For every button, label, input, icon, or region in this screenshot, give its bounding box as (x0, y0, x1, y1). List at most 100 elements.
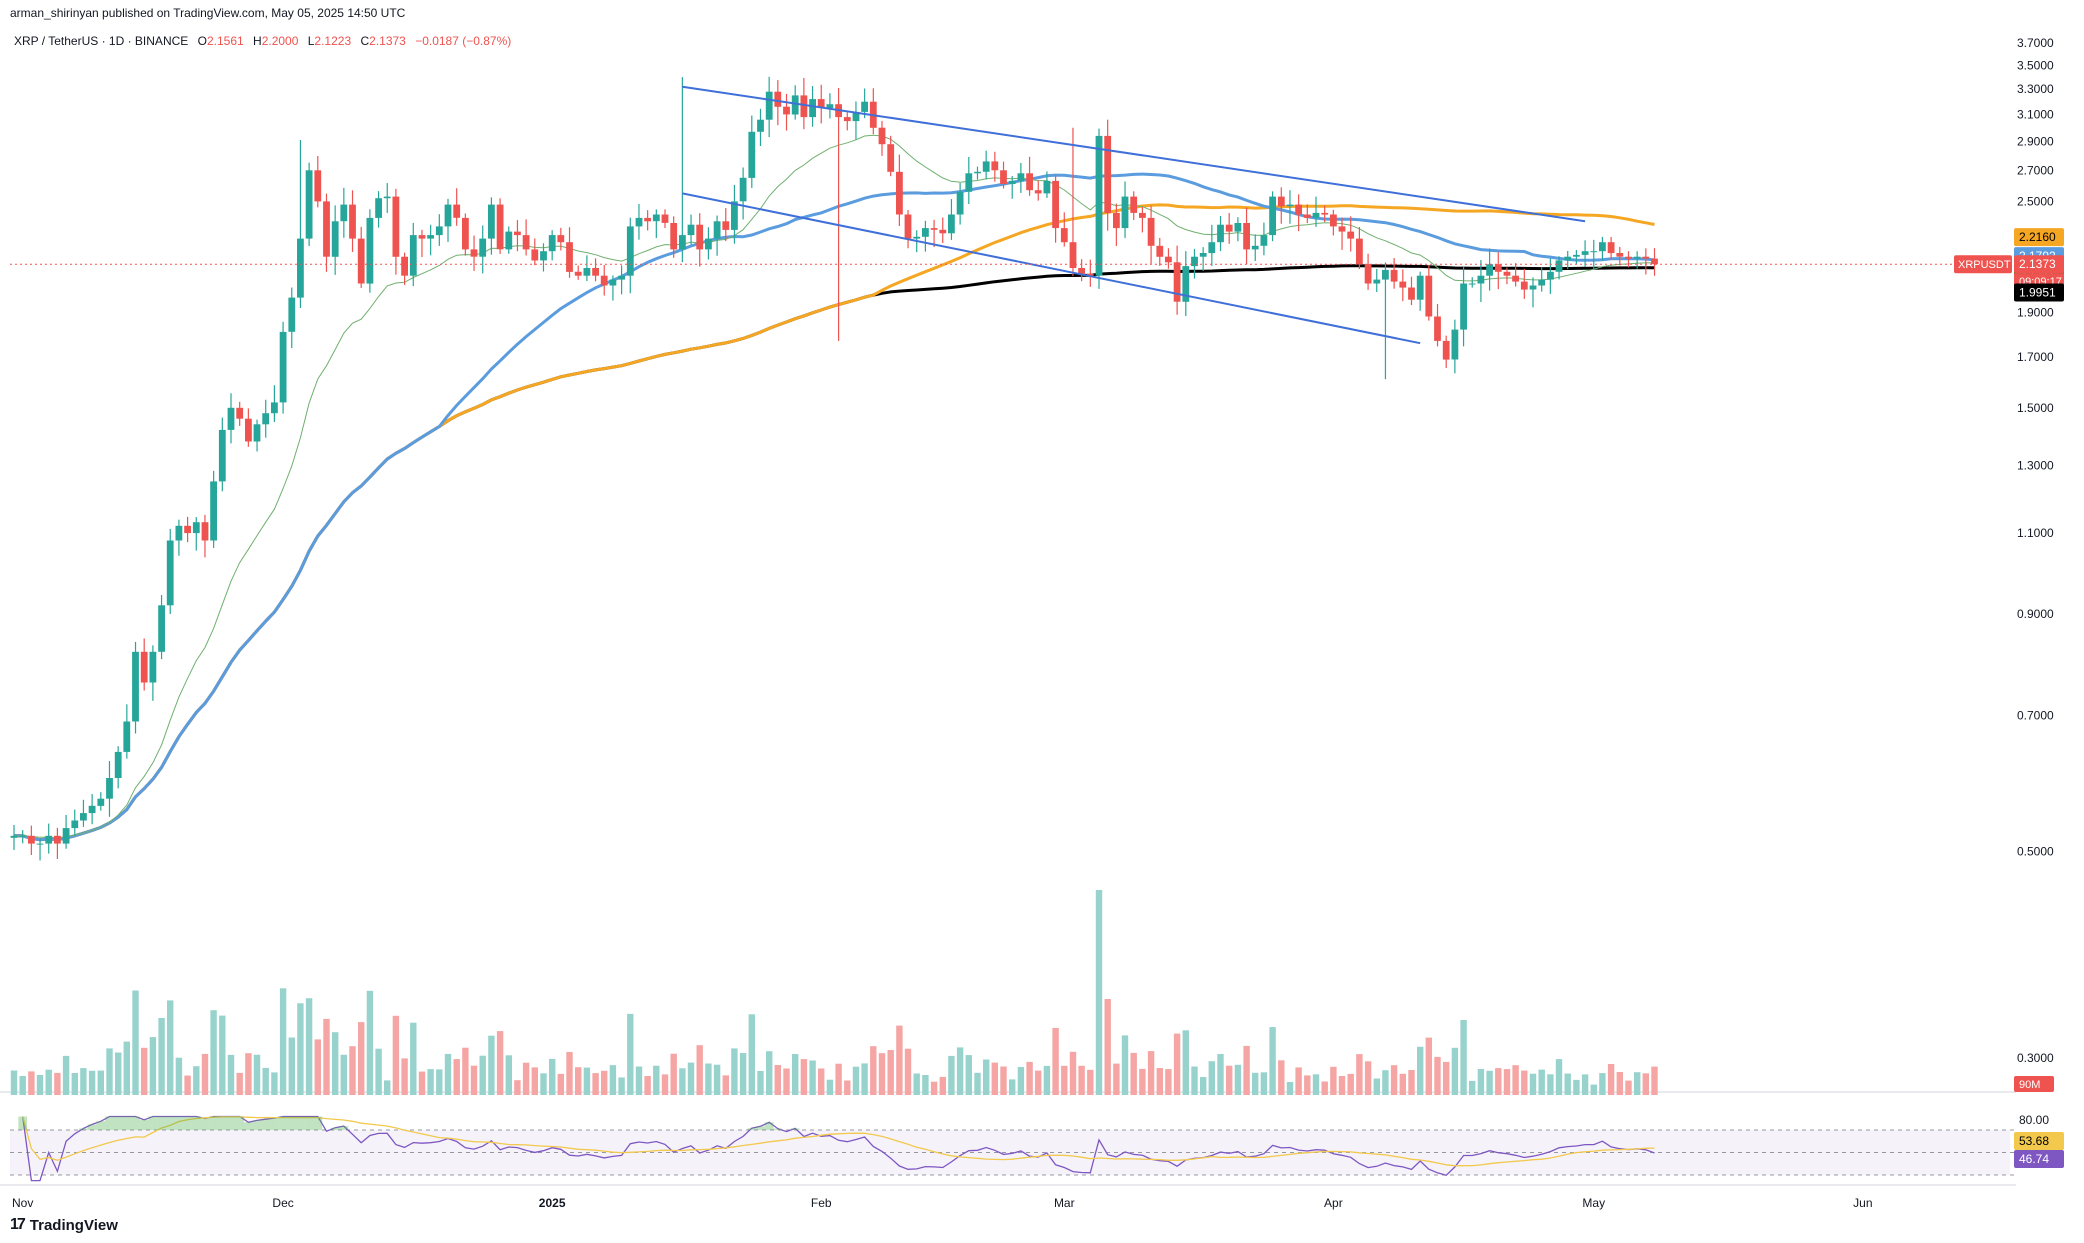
candle-body (218, 429, 226, 482)
y-tick-label: 1.3000 (2017, 459, 2054, 473)
candle-body (331, 221, 339, 257)
candle-body (1442, 340, 1450, 360)
volume-bar (1451, 1047, 1459, 1095)
x-tick-label: Mar (1054, 1196, 1075, 1210)
open-value: 2.1561 (206, 34, 244, 48)
volume-bar (1321, 1081, 1328, 1095)
candle-body (731, 201, 738, 230)
volume-bar (1399, 1073, 1406, 1095)
volume-bar (1607, 1064, 1615, 1095)
volume-bar (1373, 1078, 1380, 1095)
volume-bar (184, 1075, 191, 1095)
volume-bar (227, 1054, 235, 1095)
volume-bar (549, 1058, 556, 1095)
volume-bar (1417, 1046, 1424, 1095)
volume-bar (930, 1081, 938, 1095)
volume-bar (1651, 1066, 1658, 1095)
candle-body (488, 204, 495, 239)
candle-body (1078, 268, 1085, 274)
candle-body (1599, 242, 1606, 252)
volume-bar (1486, 1070, 1493, 1095)
volume-bar (1026, 1061, 1033, 1095)
candle-body (236, 407, 244, 419)
candle-body (635, 217, 643, 227)
candle-body (514, 231, 521, 236)
candle-body (1104, 135, 1112, 213)
volume-bar (1512, 1065, 1519, 1095)
close-value: 2.1373 (369, 34, 406, 48)
candle-body (679, 235, 686, 250)
volume-bar (279, 988, 287, 1095)
volume-bars (10, 890, 1658, 1095)
candle-body (1303, 214, 1311, 218)
volume-bar (818, 1068, 825, 1095)
change-value: −0.0187 (−0.87%) (415, 34, 512, 48)
volume-bar (1095, 890, 1103, 1095)
volume-bar (358, 1022, 365, 1095)
candle-body (1321, 212, 1329, 215)
candle-body (192, 522, 200, 534)
volume-bar (262, 1067, 269, 1095)
volume-bar (479, 1055, 486, 1095)
volume-bar (661, 1074, 669, 1095)
candle-body (1234, 223, 1242, 232)
candle-body (982, 161, 990, 172)
volume-bar (896, 1025, 903, 1095)
volume-bar (601, 1070, 608, 1095)
candle-body (1607, 242, 1615, 254)
volume-bar (1330, 1066, 1337, 1095)
candle-body (1416, 275, 1424, 300)
candle-body (800, 95, 808, 118)
tradingview-logo[interactable]: 17 TradingView (10, 1216, 118, 1234)
candle-body (314, 170, 322, 202)
volume-bar (1564, 1073, 1571, 1095)
volume-bar (939, 1076, 946, 1095)
volume-bar (1616, 1072, 1623, 1095)
candle-body (1451, 329, 1459, 360)
volume-bar (1009, 1079, 1016, 1095)
volume-bar (792, 1054, 799, 1095)
candle-body (1295, 204, 1302, 215)
candle-body (505, 231, 513, 250)
candle-body (1034, 190, 1042, 194)
volume-bar (88, 1070, 96, 1095)
sma100-axis-label: 2.2160 (2019, 230, 2056, 244)
volume-bar (670, 1053, 677, 1095)
volume-bar (1191, 1066, 1198, 1095)
volume-bar (592, 1073, 599, 1095)
candle-body (1130, 196, 1138, 213)
volume-bar (1356, 1054, 1363, 1095)
candle-body (71, 820, 79, 829)
candle-body (956, 191, 964, 215)
candle-body (1512, 275, 1519, 282)
candle-body (62, 828, 70, 844)
candle-body (1139, 212, 1146, 218)
candle-body (974, 171, 981, 174)
candle-body (1390, 269, 1398, 282)
volume-bar (123, 1041, 130, 1095)
volume-bar (627, 1013, 634, 1095)
candle-body (1590, 251, 1598, 253)
candle-body (444, 204, 452, 227)
volume-bar (1286, 1082, 1294, 1095)
candle-body (1399, 281, 1407, 288)
candle-body (1008, 180, 1016, 184)
candle-body (409, 235, 417, 276)
volume-bar (297, 1003, 304, 1095)
symbol-name[interactable]: XRP / TetherUS · 1D · BINANCE (14, 34, 189, 48)
y-tick-label: 2.5000 (2017, 194, 2054, 208)
price-axis-label: 2.1373 (2019, 257, 2056, 271)
volume-bar (844, 1080, 851, 1095)
volume-bar (644, 1076, 651, 1095)
candle-body (1217, 224, 1224, 243)
volume-bar (245, 1053, 252, 1095)
volume-bar (748, 1014, 755, 1095)
volume-bar (1035, 1070, 1042, 1095)
candle-body (1260, 235, 1268, 246)
volume-bar (800, 1059, 808, 1095)
candle-body (887, 144, 895, 172)
volume-bar (557, 1073, 564, 1095)
volume-bar (10, 1070, 18, 1095)
candle-body (1121, 196, 1129, 229)
